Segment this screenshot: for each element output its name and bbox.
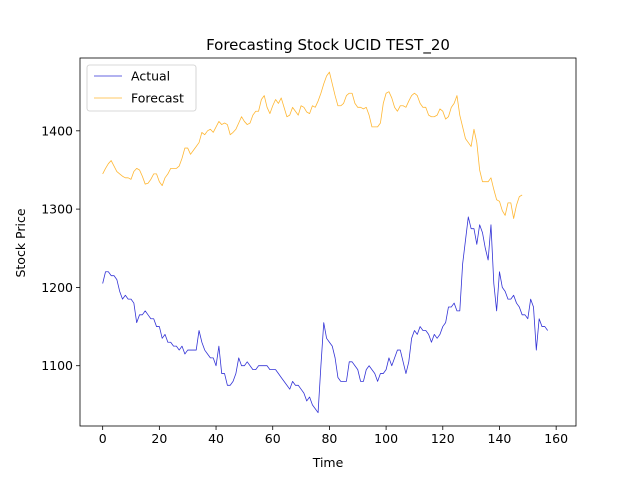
legend-label-forecast: Forecast: [131, 91, 184, 106]
y-tick-label: 1400: [41, 123, 73, 138]
y-tick-label: 1100: [41, 358, 73, 373]
x-axis-label: Time: [312, 455, 344, 470]
x-tick-label: 60: [265, 431, 281, 446]
x-tick-label: 160: [544, 431, 568, 446]
chart-title: Forecasting Stock UCID TEST_20: [206, 36, 450, 55]
x-tick-label: 100: [374, 431, 398, 446]
plot-area: 0 20 40 60 80 100 120 140 160 1100 1200 1300 1400: [41, 57, 577, 446]
axes-frame: [79, 57, 577, 427]
legend-box: [86, 64, 197, 112]
x-tick-label: 120: [431, 431, 455, 446]
series-line-actual: [102, 216, 548, 414]
x-tick-label: 0: [99, 431, 107, 446]
y-tick-label: 1300: [41, 202, 73, 217]
legend: Actual Forecast: [86, 64, 197, 112]
x-tick-label: 140: [488, 431, 512, 446]
series-line-forecast: [102, 71, 523, 219]
x-tick-label: 20: [151, 431, 167, 446]
legend-label-actual: Actual: [131, 69, 170, 84]
y-axis-label: Stock Price: [13, 208, 28, 277]
x-tick-label: 80: [321, 431, 337, 446]
y-tick-label: 1200: [41, 280, 73, 295]
x-tick-label: 40: [208, 431, 224, 446]
